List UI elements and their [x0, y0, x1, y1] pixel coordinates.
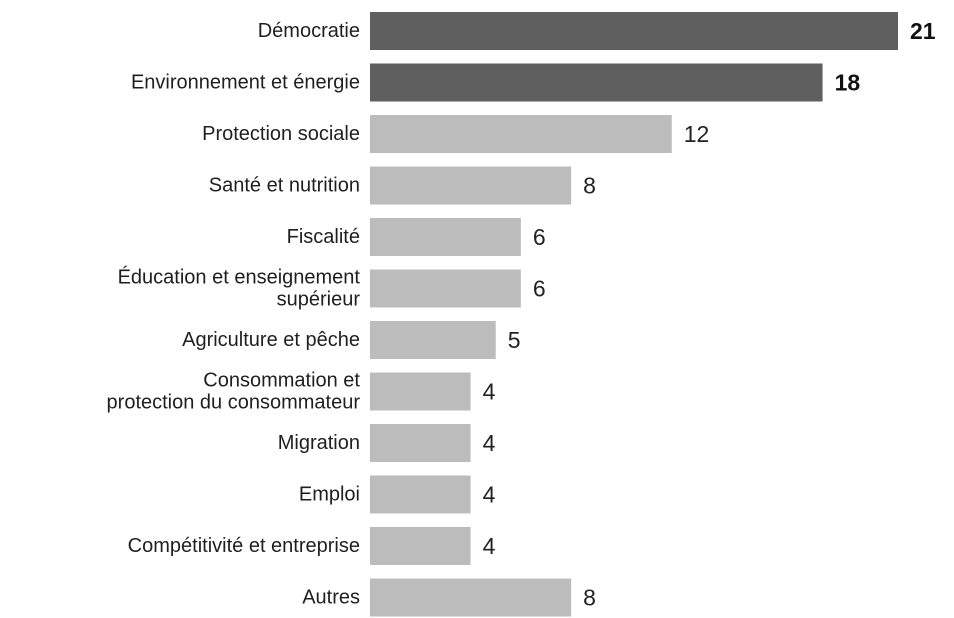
value-label-autres: 8: [583, 585, 596, 611]
value-label-education-et-enseignement-superieur: 6: [533, 276, 546, 302]
bar-education-et-enseignement-superieur: [370, 269, 521, 308]
value-label-fiscalite: 6: [533, 224, 546, 250]
value-label-democratie: 21: [910, 18, 936, 44]
category-label-fiscalite: Fiscalité: [287, 226, 360, 248]
bar-competitivite-et-entreprise: [370, 527, 471, 565]
bar-migration: [370, 424, 471, 462]
category-label-emploi: Emploi: [299, 484, 360, 506]
category-label-democratie: Démocratie: [258, 20, 360, 42]
bars-layer: [370, 12, 898, 617]
value-label-protection-sociale: 12: [684, 121, 710, 147]
value-label-environnement-et-energie: 18: [835, 70, 861, 96]
category-label-education-et-enseignement-superieur: Éducation et enseignement supérieur: [118, 266, 361, 311]
bar-consommation-et-protection-du-consommateur: [370, 372, 471, 411]
bar-agriculture-et-peche: [370, 321, 496, 359]
value-label-competitivite-et-entreprise: 4: [483, 533, 496, 559]
category-label-agriculture-et-peche: Agriculture et pêche: [182, 329, 360, 351]
category-labels: Démocratie Environnement et énergie Protec…: [107, 20, 361, 609]
category-label-protection-sociale: Protection sociale: [202, 123, 360, 145]
category-label-consommation-et-protection-du-consommateur: Consommation et protection du consommateu…: [107, 370, 361, 414]
value-label-sante-et-nutrition: 8: [583, 173, 596, 199]
value-label-migration: 4: [483, 430, 496, 456]
bar-environnement-et-energie: [370, 63, 823, 102]
value-label-agriculture-et-peche: 5: [508, 327, 521, 353]
bar-protection-sociale: [370, 115, 672, 153]
category-label-autres: Autres: [302, 587, 360, 609]
bar-democratie: [370, 12, 898, 50]
value-label-emploi: 4: [483, 482, 496, 508]
value-label-consommation-et-protection-du-consommateur: 4: [483, 379, 496, 405]
bar-autres: [370, 578, 572, 617]
category-label-migration: Migration: [278, 432, 360, 454]
category-label-environnement-et-energie: Environnement et énergie: [131, 72, 360, 94]
category-label-competitivite-et-entreprise: Compétitivité et entreprise: [128, 535, 360, 557]
bar-fiscalite: [370, 218, 521, 256]
category-label-sante-et-nutrition: Santé et nutrition: [209, 175, 360, 197]
bar-emploi: [370, 475, 471, 514]
bar-sante-et-nutrition: [370, 166, 572, 205]
